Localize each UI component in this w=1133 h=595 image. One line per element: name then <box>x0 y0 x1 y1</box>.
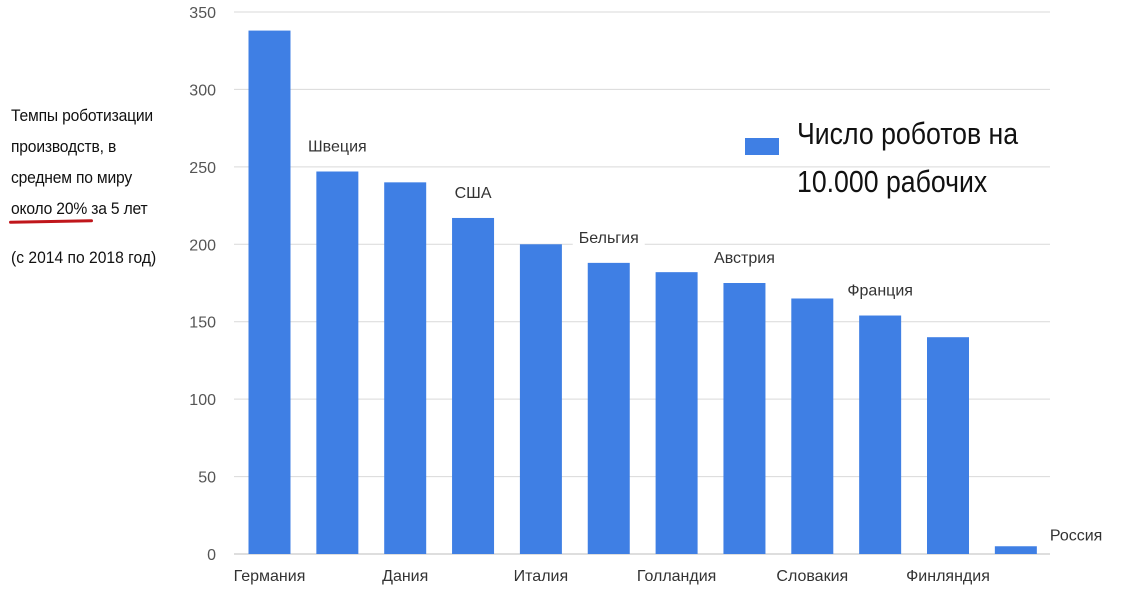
bars <box>248 30 1037 555</box>
bar <box>859 315 902 554</box>
label-background <box>448 180 498 208</box>
y-tick-label: 250 <box>189 160 216 177</box>
category-label: Франция <box>847 283 913 300</box>
bar <box>655 272 698 554</box>
label-background <box>708 246 781 273</box>
grid-lines <box>234 11 1050 555</box>
bar <box>519 244 562 555</box>
category-label: Италия <box>514 568 568 585</box>
y-axis-ticks: 0 50 100 150 200 250 300 350 <box>189 5 216 564</box>
label-background <box>302 134 373 162</box>
bar <box>927 337 969 554</box>
side-note-line-2: производств, в <box>11 137 117 156</box>
bar <box>994 546 1037 554</box>
side-note-line-4-rest: за 5 лет <box>87 199 148 218</box>
y-tick-label: 100 <box>189 392 216 409</box>
category-label: США <box>455 185 492 202</box>
label-background <box>841 278 919 306</box>
category-label: Германия <box>234 568 306 585</box>
category-label: Голландия <box>637 568 716 585</box>
category-label: Дания <box>382 568 428 585</box>
bar <box>452 217 495 554</box>
category-label: Бельгия <box>579 230 639 247</box>
side-note-period: (с 2014 по 2018 год) <box>11 248 157 267</box>
side-note: Темпы роботизации производств, в среднем… <box>11 100 172 224</box>
category-labels: Германия Швеция Дания США Италия Бельгия Голла… <box>234 134 1102 585</box>
bar <box>384 182 427 555</box>
legend-label: Число роботов на 10.000 рабочих <box>797 110 1018 206</box>
category-label: Швеция <box>308 139 367 156</box>
side-note-line-4: около 20% за 5 лет <box>11 193 172 224</box>
side-note-highlight: около 20% <box>11 199 88 218</box>
side-note-line-3: среднем по миру <box>11 168 133 187</box>
bar <box>723 283 766 554</box>
bar <box>587 262 630 554</box>
label-background <box>572 225 645 253</box>
category-label: Австрия <box>714 250 775 267</box>
bar <box>248 30 291 554</box>
bar <box>316 171 359 554</box>
y-tick-label: 200 <box>189 237 216 254</box>
legend-label-line-1: Число роботов на <box>797 116 1019 151</box>
y-tick-label: 0 <box>207 547 216 564</box>
category-label: Россия <box>1050 527 1102 544</box>
bar <box>791 298 834 554</box>
category-label: Финляндия <box>906 568 990 585</box>
side-note-line-1: Темпы роботизации <box>11 106 153 125</box>
y-tick-label: 50 <box>198 470 216 487</box>
legend-swatch <box>745 138 779 155</box>
category-label: Словакия <box>776 568 848 585</box>
y-tick-label: 350 <box>189 5 216 22</box>
y-tick-label: 150 <box>189 315 216 332</box>
y-tick-label: 300 <box>189 82 216 99</box>
legend-label-line-2: 10.000 рабочих <box>797 164 988 199</box>
